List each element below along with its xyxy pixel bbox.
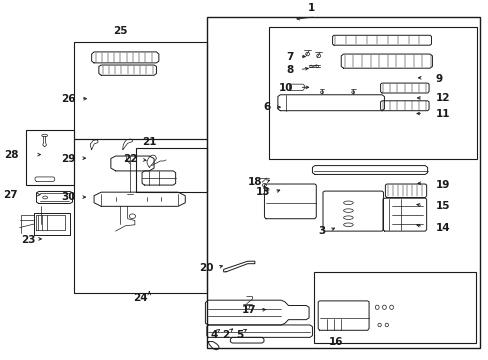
Text: 17: 17 (241, 305, 256, 315)
Text: 30: 30 (61, 193, 76, 202)
Text: 23: 23 (21, 235, 36, 245)
Text: 6: 6 (263, 102, 270, 112)
Text: 10: 10 (279, 83, 293, 93)
Text: 18: 18 (247, 176, 262, 186)
Text: 24: 24 (133, 293, 148, 303)
Bar (206, 17, 479, 348)
Text: 8: 8 (286, 65, 293, 75)
Bar (313, 272, 475, 343)
Text: 19: 19 (435, 180, 449, 190)
Text: 9: 9 (435, 74, 442, 84)
Text: 3: 3 (318, 226, 325, 236)
Text: 1: 1 (307, 3, 314, 13)
Text: 21: 21 (142, 137, 156, 147)
Text: 20: 20 (199, 263, 214, 273)
Text: 29: 29 (61, 153, 76, 163)
Text: 26: 26 (61, 94, 76, 104)
Text: 28: 28 (4, 150, 18, 160)
Bar (26, 130, 74, 185)
Bar (74, 139, 206, 293)
Text: 13: 13 (256, 187, 270, 197)
Text: 2: 2 (222, 329, 229, 339)
Text: 12: 12 (435, 93, 449, 103)
Text: 15: 15 (435, 201, 449, 211)
Text: 22: 22 (123, 153, 138, 163)
Text: 4: 4 (210, 329, 218, 339)
Text: 27: 27 (3, 190, 18, 200)
Bar (136, 148, 206, 192)
Text: 5: 5 (235, 329, 243, 339)
Bar (269, 27, 476, 158)
Bar (74, 42, 206, 139)
Text: 16: 16 (328, 337, 343, 347)
Text: 25: 25 (113, 26, 127, 36)
Text: 14: 14 (435, 222, 449, 233)
Text: 11: 11 (435, 109, 449, 119)
Text: 7: 7 (286, 52, 293, 62)
